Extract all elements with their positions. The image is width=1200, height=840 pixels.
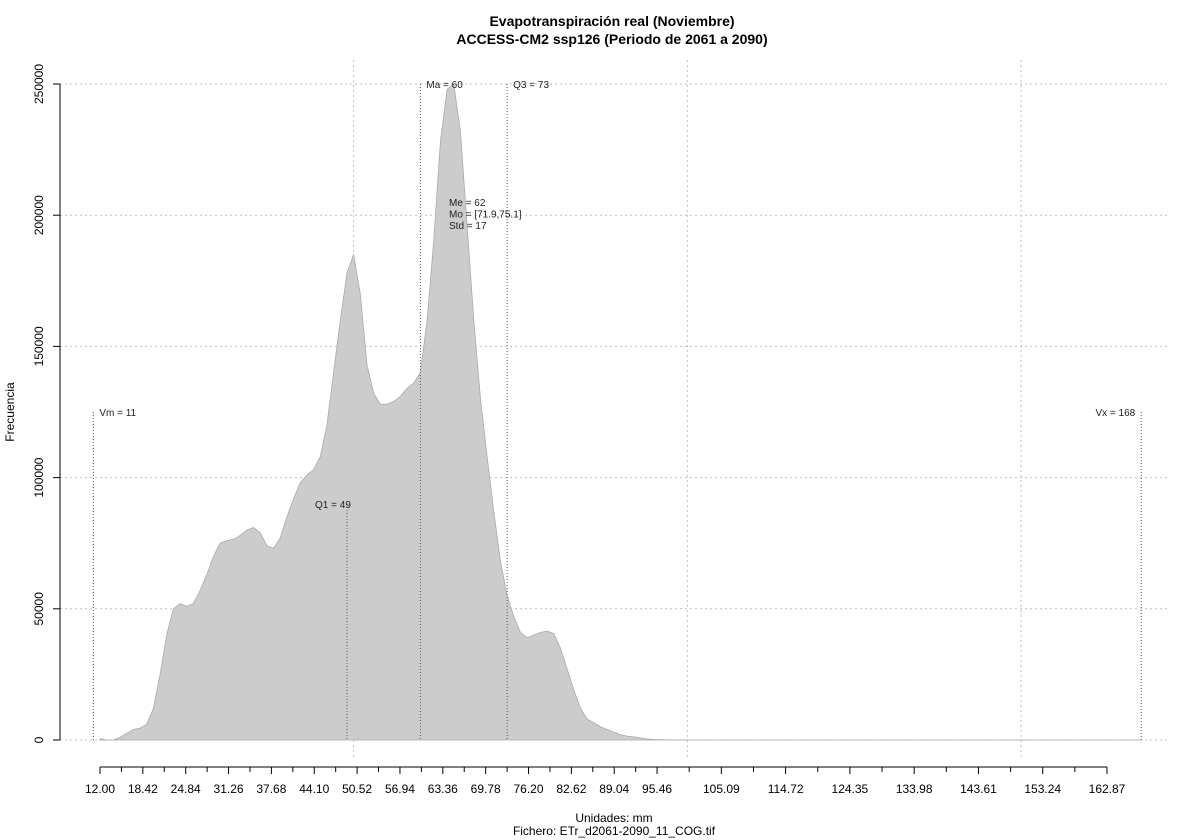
y-tick-label: 250000 (32, 64, 46, 104)
x-tick-label: 24.84 (171, 782, 201, 796)
x-tick-label: 133.98 (896, 782, 933, 796)
chart-title: Evapotranspiración real (Noviembre) (489, 13, 734, 29)
distribution-area (99, 83, 1142, 741)
x-tick-label: 18.42 (128, 782, 158, 796)
x-tick-label: 124.35 (832, 782, 869, 796)
x-tick-label: 76.20 (513, 782, 543, 796)
stat-line-label: Vx = 168 (1095, 408, 1135, 419)
y-tick-label: 50000 (32, 592, 46, 626)
x-tick-label: 50.52 (342, 782, 372, 796)
y-axis-title: Frecuencia (3, 382, 17, 442)
x-tick-label: 69.78 (471, 782, 501, 796)
x-tick-label: 105.09 (703, 782, 740, 796)
stat-line-label: Ma = 60 (426, 80, 463, 91)
x-tick-label: 44.10 (299, 782, 329, 796)
y-axis: 0 50000 100000 150000 200000 250000 (32, 64, 61, 743)
x-tick-label: 95.46 (642, 782, 672, 796)
x-axis: 12.00 18.42 24.84 31.26 37.68 44.10 50.52 56.94… (85, 766, 1126, 796)
x-tick-label: 114.72 (768, 782, 804, 796)
stat-label: Me = 62 (449, 198, 486, 209)
x-tick-label: 153.24 (1024, 782, 1061, 796)
stat-line-label: Q3 = 73 (513, 80, 549, 91)
y-tick-label: 150000 (32, 326, 46, 366)
x-tick-label: 89.04 (599, 782, 629, 796)
chart-subtitle: ACCESS-CM2 ssp126 (Periodo de 2061 a 209… (456, 31, 767, 47)
x-tick-label: 162.87 (1089, 782, 1126, 796)
stat-line-label: Vm = 11 (99, 408, 136, 419)
y-tick-label: 200000 (32, 195, 46, 235)
x-tick-label: 12.00 (85, 782, 115, 796)
stat-label: Std = 17 (449, 221, 487, 232)
x-axis-title: Unidades: mm (575, 811, 652, 825)
x-tick-label: 31.26 (214, 782, 244, 796)
y-tick-label: 100000 (32, 457, 46, 497)
x-tick-label: 143.61 (960, 782, 997, 796)
x-tick-label: 37.68 (256, 782, 286, 796)
statistic-lines: Vm = 11 Q1 = 49 Ma = 60 Q3 = 73 Vx = 168 (92, 80, 1142, 740)
file-caption: Fichero: ETr_d2061-2090_11_COG.tif (513, 824, 716, 838)
stat-label: Mo = [71.9,75.1] (449, 210, 522, 221)
stat-line-label: Q1 = 49 (315, 500, 351, 511)
y-tick-label: 0 (32, 736, 46, 743)
x-tick-label: 63.36 (428, 782, 458, 796)
x-tick-label: 56.94 (385, 782, 415, 796)
x-tick-label: 82.62 (556, 782, 586, 796)
